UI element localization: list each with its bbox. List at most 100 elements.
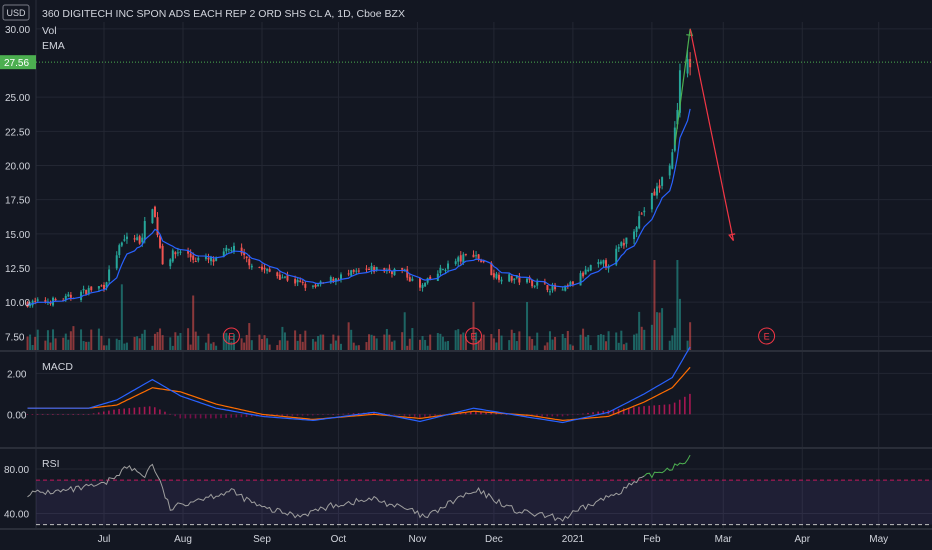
candle-body: [477, 254, 480, 260]
candle-body: [69, 294, 72, 298]
volume-bar: [368, 334, 371, 350]
projection-up-arrow[interactable]: [674, 28, 691, 146]
volume-bar: [258, 334, 261, 350]
macd-line: [27, 346, 691, 424]
macd-hist-bar: [424, 414, 426, 417]
macd-hist-bar: [398, 414, 401, 416]
macd-hist-bar: [434, 414, 436, 416]
volume-bar: [536, 332, 539, 350]
candle-body: [245, 256, 248, 259]
macd-hist-bar: [332, 414, 334, 415]
volume-bar: [189, 344, 192, 350]
volume-bar: [419, 339, 421, 350]
macd-hist-bar: [592, 412, 594, 415]
macd-axis: 2.00 0.00: [7, 369, 27, 421]
candle-body: [457, 257, 460, 262]
volume-bar: [69, 331, 72, 350]
candle-body: [650, 192, 653, 210]
time-tick-label: Oct: [331, 534, 347, 545]
volume-bar: [633, 334, 636, 350]
price-tick-label: 17.50: [5, 196, 30, 207]
macd-hist-bar: [490, 412, 492, 415]
volume-bar: [169, 337, 172, 350]
volume-bar: [424, 339, 427, 350]
price-tick-label: 15.00: [5, 230, 30, 241]
candle-body: [656, 186, 658, 196]
volume-bar: [85, 341, 88, 350]
macd-hist-bar: [92, 413, 95, 415]
candle-body: [90, 286, 93, 291]
candle-body: [317, 284, 320, 286]
candle-body: [179, 251, 182, 253]
candle-body: [551, 284, 554, 291]
volume-bar: [686, 340, 689, 350]
macd-hist-bar: [133, 407, 136, 415]
volume-bar: [340, 343, 342, 350]
time-tick-label: Aug: [174, 534, 192, 545]
candle-body: [584, 269, 587, 275]
candle-body: [29, 304, 32, 307]
candle-body: [215, 257, 218, 261]
volume-bar: [500, 335, 503, 350]
volume-bar: [46, 330, 49, 350]
volume-bar: [357, 345, 360, 350]
volume-bar: [136, 336, 139, 350]
volume-bar: [304, 330, 307, 350]
macd-hist-bar: [403, 414, 406, 416]
candle-body: [105, 282, 108, 288]
rsi-line: [27, 463, 645, 522]
candle-body: [689, 59, 692, 68]
price-tick-label: 25.00: [5, 93, 30, 104]
candle-body: [192, 255, 195, 260]
macd-hist-bar: [597, 411, 599, 415]
macd-hist-bar: [103, 411, 105, 415]
candle-body: [120, 242, 123, 246]
candle-body: [67, 294, 70, 297]
macd-hist-bar: [689, 393, 691, 415]
candle-body: [258, 266, 261, 268]
earnings-marker[interactable]: E: [222, 327, 240, 345]
volume-bar: [281, 326, 284, 350]
candle-body: [278, 274, 281, 280]
candle-body: [424, 282, 427, 287]
candle-body: [174, 252, 177, 255]
candle-body: [266, 268, 269, 271]
volume-bar: [508, 340, 511, 350]
candle-body: [286, 274, 289, 281]
volume-bar: [243, 342, 246, 350]
earnings-marker[interactable]: E: [758, 327, 776, 345]
candle-body: [640, 213, 643, 215]
volume-bar: [676, 260, 679, 350]
candle-body: [352, 270, 355, 272]
candle-body: [464, 253, 467, 255]
candle-body: [355, 270, 358, 272]
volume-bar: [161, 335, 164, 350]
volume-bar: [204, 342, 207, 350]
currency-label: USD: [6, 8, 26, 18]
time-axis: Jul Aug Sep Oct Nov Dec 2021 Feb Mar Apr May: [98, 534, 889, 545]
volume-bar: [334, 340, 337, 350]
candle-body: [232, 245, 235, 252]
projection-down-arrow[interactable]: [689, 28, 735, 241]
volume-bar: [299, 334, 302, 350]
candle-body: [673, 127, 676, 151]
volume-bar: [250, 340, 253, 350]
volume-bar: [650, 324, 653, 350]
candle-body: [498, 274, 500, 280]
macd-hist-bar: [301, 414, 304, 416]
macd-hist-bar: [164, 411, 166, 415]
macd-hist-bar: [159, 409, 161, 415]
candle-body: [653, 191, 656, 196]
candle-body: [678, 70, 681, 113]
currency-badge[interactable]: USD: [2, 4, 30, 21]
candle-body: [518, 276, 521, 283]
macd-hist-bar: [87, 414, 90, 415]
earnings-marker[interactable]: E: [465, 327, 483, 345]
macd-hist-bar: [311, 414, 314, 416]
price-tick-label: 7.50: [5, 332, 25, 343]
candle-body: [587, 269, 590, 272]
candle-body: [225, 247, 228, 252]
candle-body: [536, 281, 539, 286]
volume-bar: [192, 295, 195, 350]
